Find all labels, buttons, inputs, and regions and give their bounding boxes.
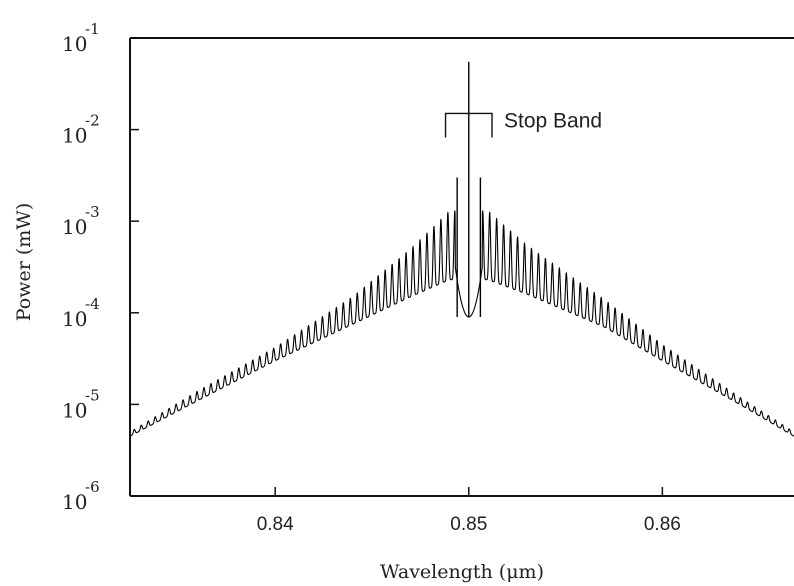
x-tick-label-2: 0.86 — [644, 514, 681, 535]
stop-band-bracket — [444, 112, 493, 138]
y-tick-label-base-3: 10 — [62, 307, 87, 331]
x-ticks: 0.84 0.85 0.86 — [257, 487, 681, 535]
y-tick-label-exp-3: -4 — [85, 295, 100, 313]
x-tick-label-1: 0.85 — [450, 514, 487, 535]
stop-band-label: Stop Band — [504, 109, 602, 132]
y-tick-label-exp-0: -1 — [85, 20, 100, 38]
y-axis-label: Power (mW) — [13, 203, 35, 321]
y-tick-label-base-5: 10 — [62, 490, 87, 514]
peaks — [456, 61, 482, 317]
y-tick-label-base-0: 10 — [62, 32, 87, 56]
y-tick-label-base-2: 10 — [62, 215, 87, 239]
y-tick-label-exp-4: -5 — [85, 386, 100, 404]
series-line — [129, 210, 794, 437]
x-axis-label: Wavelength (μm) — [380, 561, 544, 583]
y-tick-label-exp-2: -3 — [85, 203, 100, 221]
y-tick-label-base-4: 10 — [62, 398, 87, 422]
y-tick-label-exp-1: -2 — [85, 112, 100, 130]
x-tick-label-0: 0.84 — [257, 514, 294, 535]
plot-frame — [129, 37, 794, 497]
y-tick-label-base-1: 10 — [62, 124, 87, 148]
annotations: Stop Band — [444, 109, 602, 138]
y-tick-label-exp-5: -6 — [85, 478, 100, 496]
y-ticks: 10-110-210-310-410-510-6 — [62, 20, 139, 514]
